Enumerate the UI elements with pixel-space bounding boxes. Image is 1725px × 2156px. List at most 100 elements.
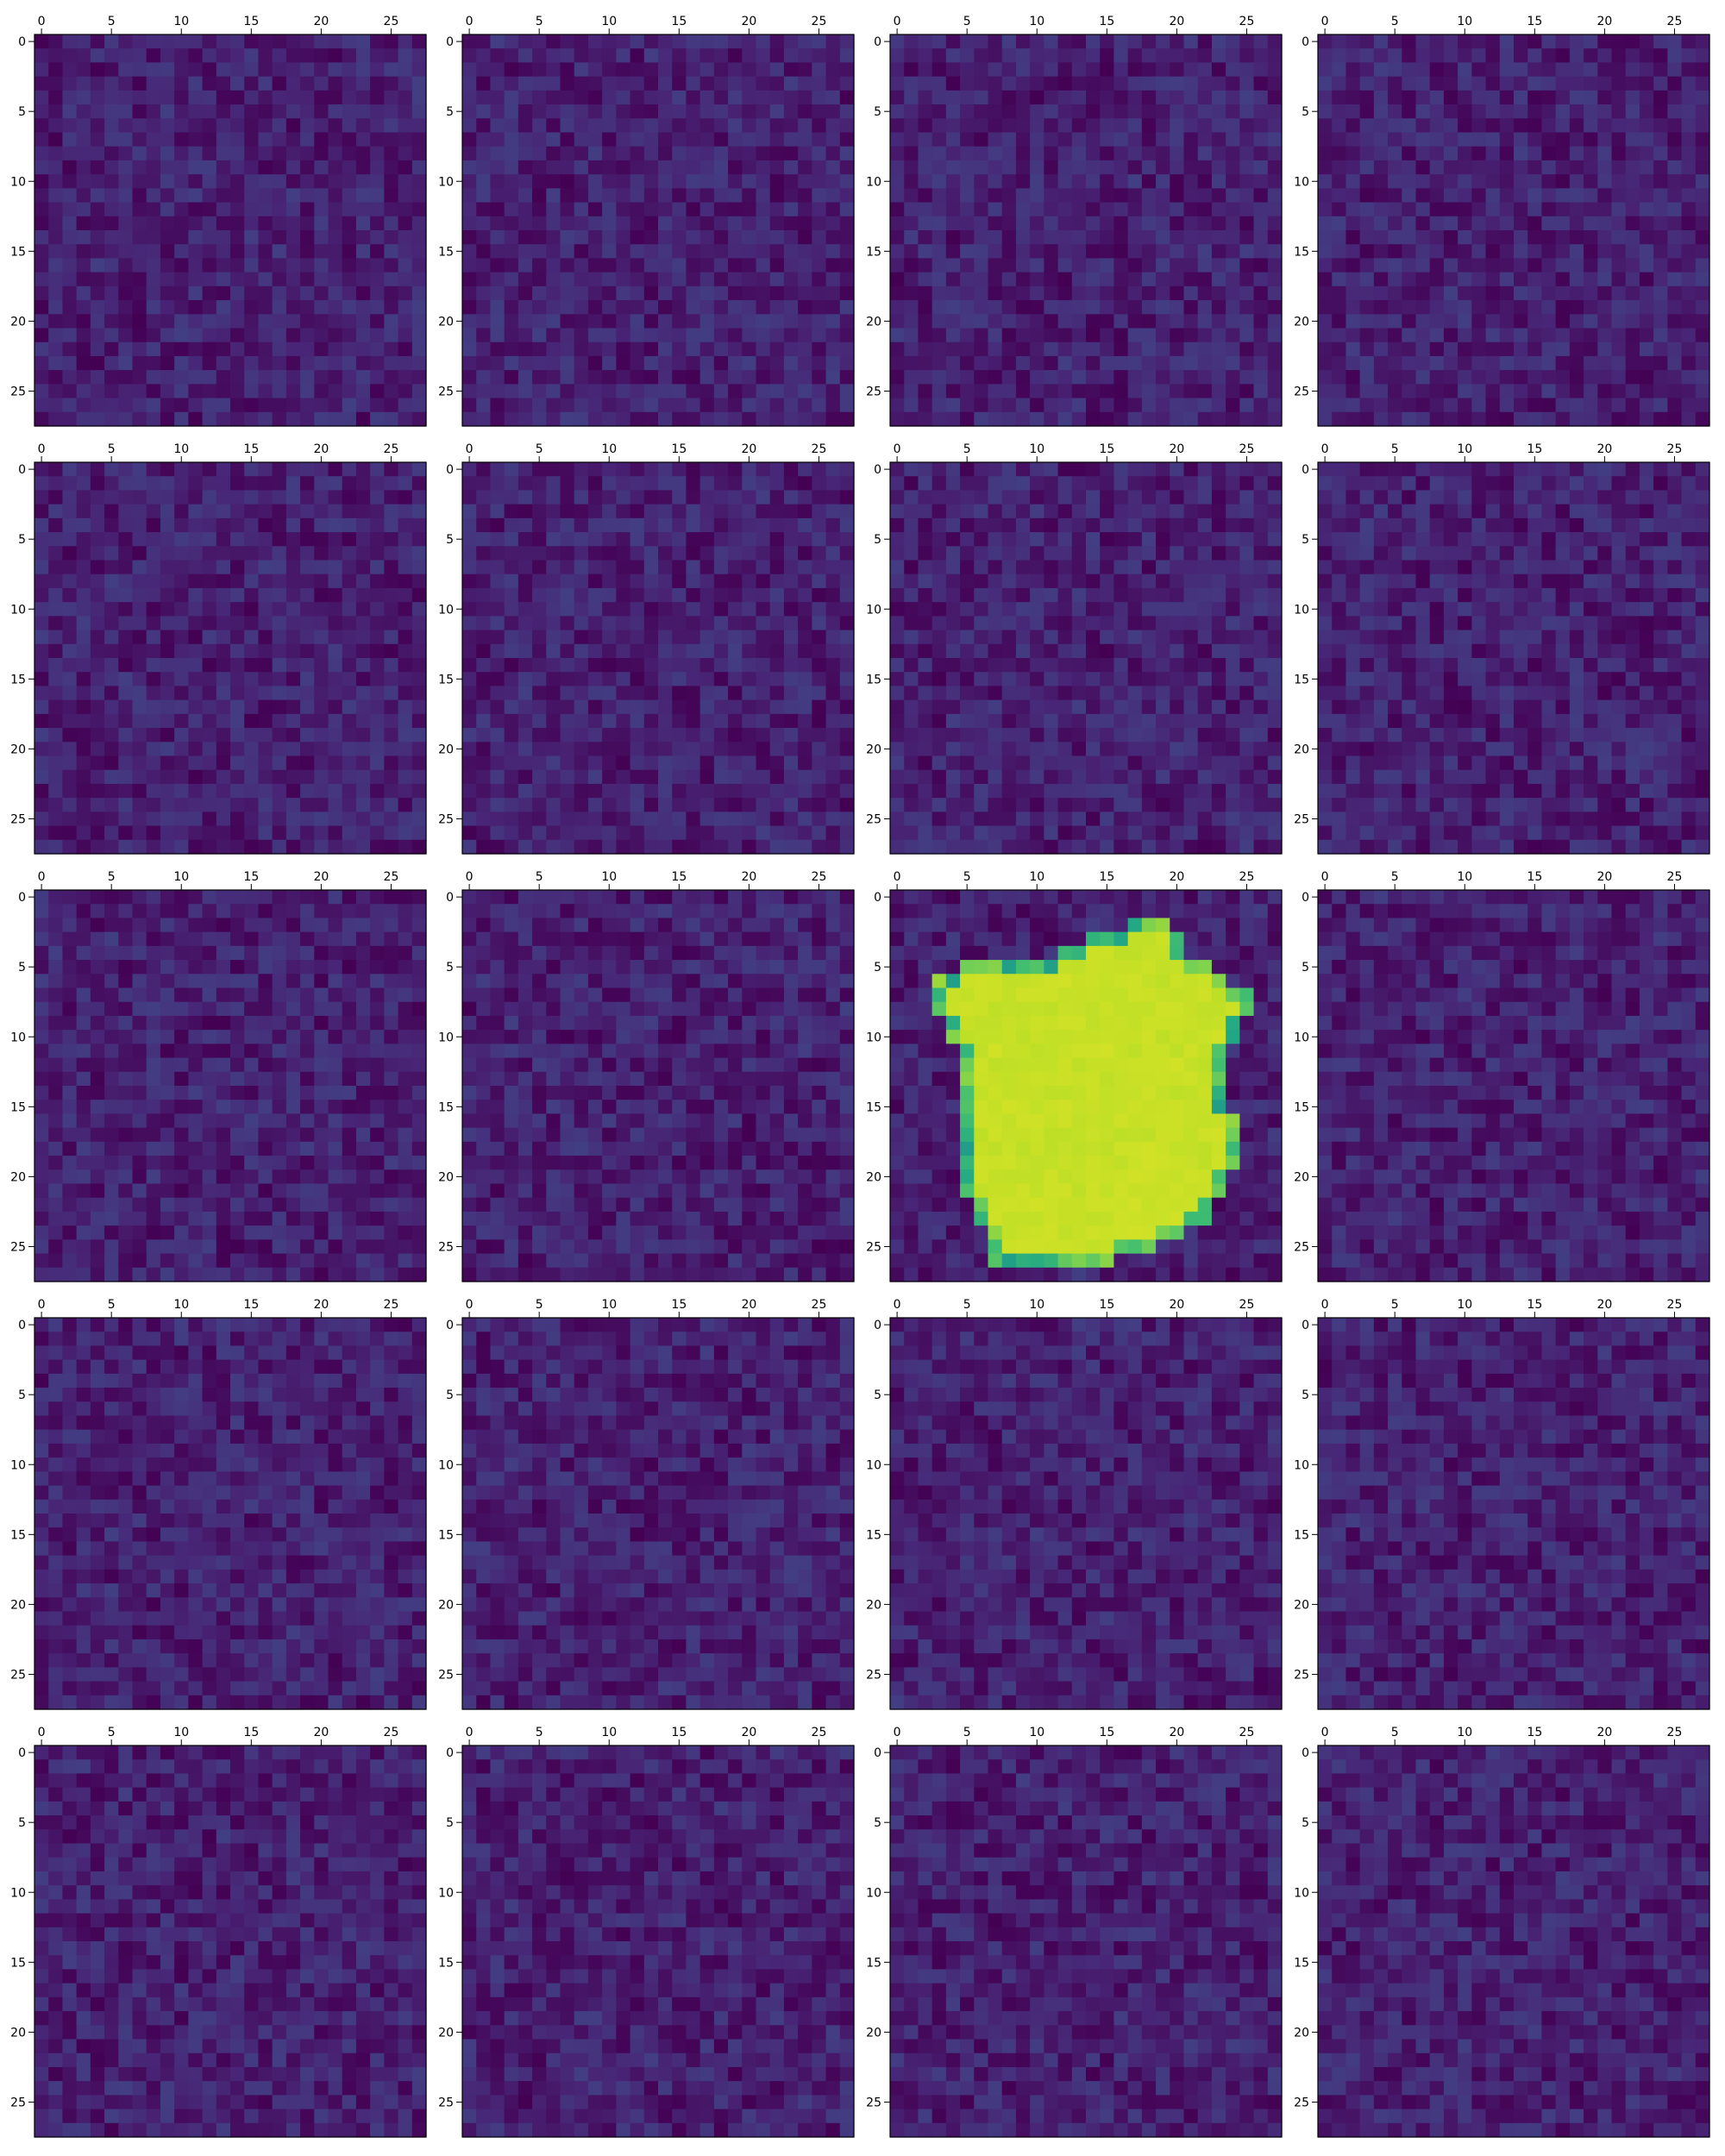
heatmap-cell [587,272,603,287]
heatmap-cell [1086,285,1101,301]
heatmap-cell [355,476,371,492]
heatmap-cell [1346,62,1361,78]
heatmap-cell [90,517,105,533]
heatmap-cell [1388,285,1402,301]
heatmap-cell [1639,188,1654,204]
heatmap-cell [490,728,505,743]
heatmap-cell [342,132,357,147]
heatmap-cell [713,244,729,260]
heatmap-cell [132,783,147,799]
heatmap-cell [1044,462,1059,477]
heatmap-cell [756,713,771,729]
heatmap-cell [258,643,273,659]
heatmap-cell [918,476,933,492]
heatmap-cell [48,90,64,105]
heatmap-cell [1170,328,1185,343]
heatmap-cell [1527,76,1543,91]
heatmap-cell [370,285,385,301]
heatmap-cell [355,713,371,729]
heatmap-cell [1499,118,1515,134]
heatmap-cell [1429,328,1445,343]
heatmap-cell [630,532,645,547]
heatmap-cell [1415,314,1431,329]
heatmap-cell [1443,285,1458,301]
heatmap-cell [1569,48,1584,64]
heatmap-cell [1211,272,1226,287]
heatmap-cell [1388,202,1402,217]
heatmap-cell [230,202,245,217]
heatmap-cell [798,839,812,855]
heatmap-cell [713,384,729,399]
heatmap-cell [1071,285,1087,301]
heatmap-cell [643,699,659,715]
heatmap-cell [587,672,603,687]
heatmap-cell [1402,244,1417,260]
heatmap-cell [1541,62,1557,78]
heatmap-cell [560,342,575,357]
heatmap-cell [244,272,260,287]
heatmap-cell [476,188,492,204]
heatmap-cell [630,504,645,519]
heatmap-cell [104,328,119,343]
heatmap-cell [48,798,64,812]
heatmap-cell [1458,342,1472,357]
heatmap-cell [812,812,827,827]
heatmap-cell [783,230,799,245]
heatmap-cell [1239,202,1255,217]
heatmap-cell [1211,34,1226,49]
heatmap-cell [1183,355,1199,371]
heatmap-cell [48,244,64,260]
heatmap-cell [839,355,855,371]
heatmap-cell [783,132,799,147]
heatmap-cell [188,285,204,301]
heatmap-cell [1113,272,1129,287]
heatmap-cell [328,300,343,315]
heatmap-cell [587,755,603,771]
heatmap-cell [132,812,147,827]
heatmap-cell [1015,384,1031,399]
heatmap-cell [546,504,561,519]
heatmap-cell [1695,230,1710,245]
heatmap-cell [1429,314,1445,329]
heatmap-cell [1373,132,1389,147]
heatmap-cell [90,146,105,161]
heatmap-cell [1625,174,1640,189]
heatmap-cell [643,490,659,505]
heatmap-cell [1667,202,1683,217]
heatmap-cell [1611,314,1627,329]
heatmap-cell [812,202,827,217]
heatmap-cell [174,825,189,841]
heatmap-cell [1346,202,1361,217]
heatmap-cell [1156,342,1170,357]
heatmap-cell [974,34,989,49]
heatmap-cell [504,146,519,161]
heatmap-cell [1359,62,1375,78]
heatmap-cell [342,411,357,427]
heatmap-cell [1415,285,1431,301]
heatmap-cell [560,798,575,812]
heatmap-cell [728,314,743,329]
heatmap-cell [1156,76,1170,91]
heatmap-cell [188,411,204,427]
heatmap-cell [1611,132,1627,147]
heatmap-cell [1156,355,1170,371]
heatmap-cell [742,370,757,385]
heatmap-cell [960,476,975,492]
heatmap-cell [216,476,231,492]
heatmap-cell [1388,104,1402,119]
heatmap-cell [1346,411,1361,427]
heatmap-cell [1346,188,1361,204]
heatmap-cell [686,532,701,547]
heatmap-cell [62,517,78,533]
heatmap-cell [476,742,492,757]
heatmap-cell [174,742,189,757]
heatmap-cell [258,686,273,701]
heatmap-cell [546,216,561,231]
heatmap-cell [1443,104,1458,119]
heatmap-cell [398,560,413,575]
heatmap-cell [1429,216,1445,231]
heatmap-cell [1332,174,1347,189]
heatmap-cell [1569,314,1584,329]
heatmap-cell [1346,370,1361,385]
